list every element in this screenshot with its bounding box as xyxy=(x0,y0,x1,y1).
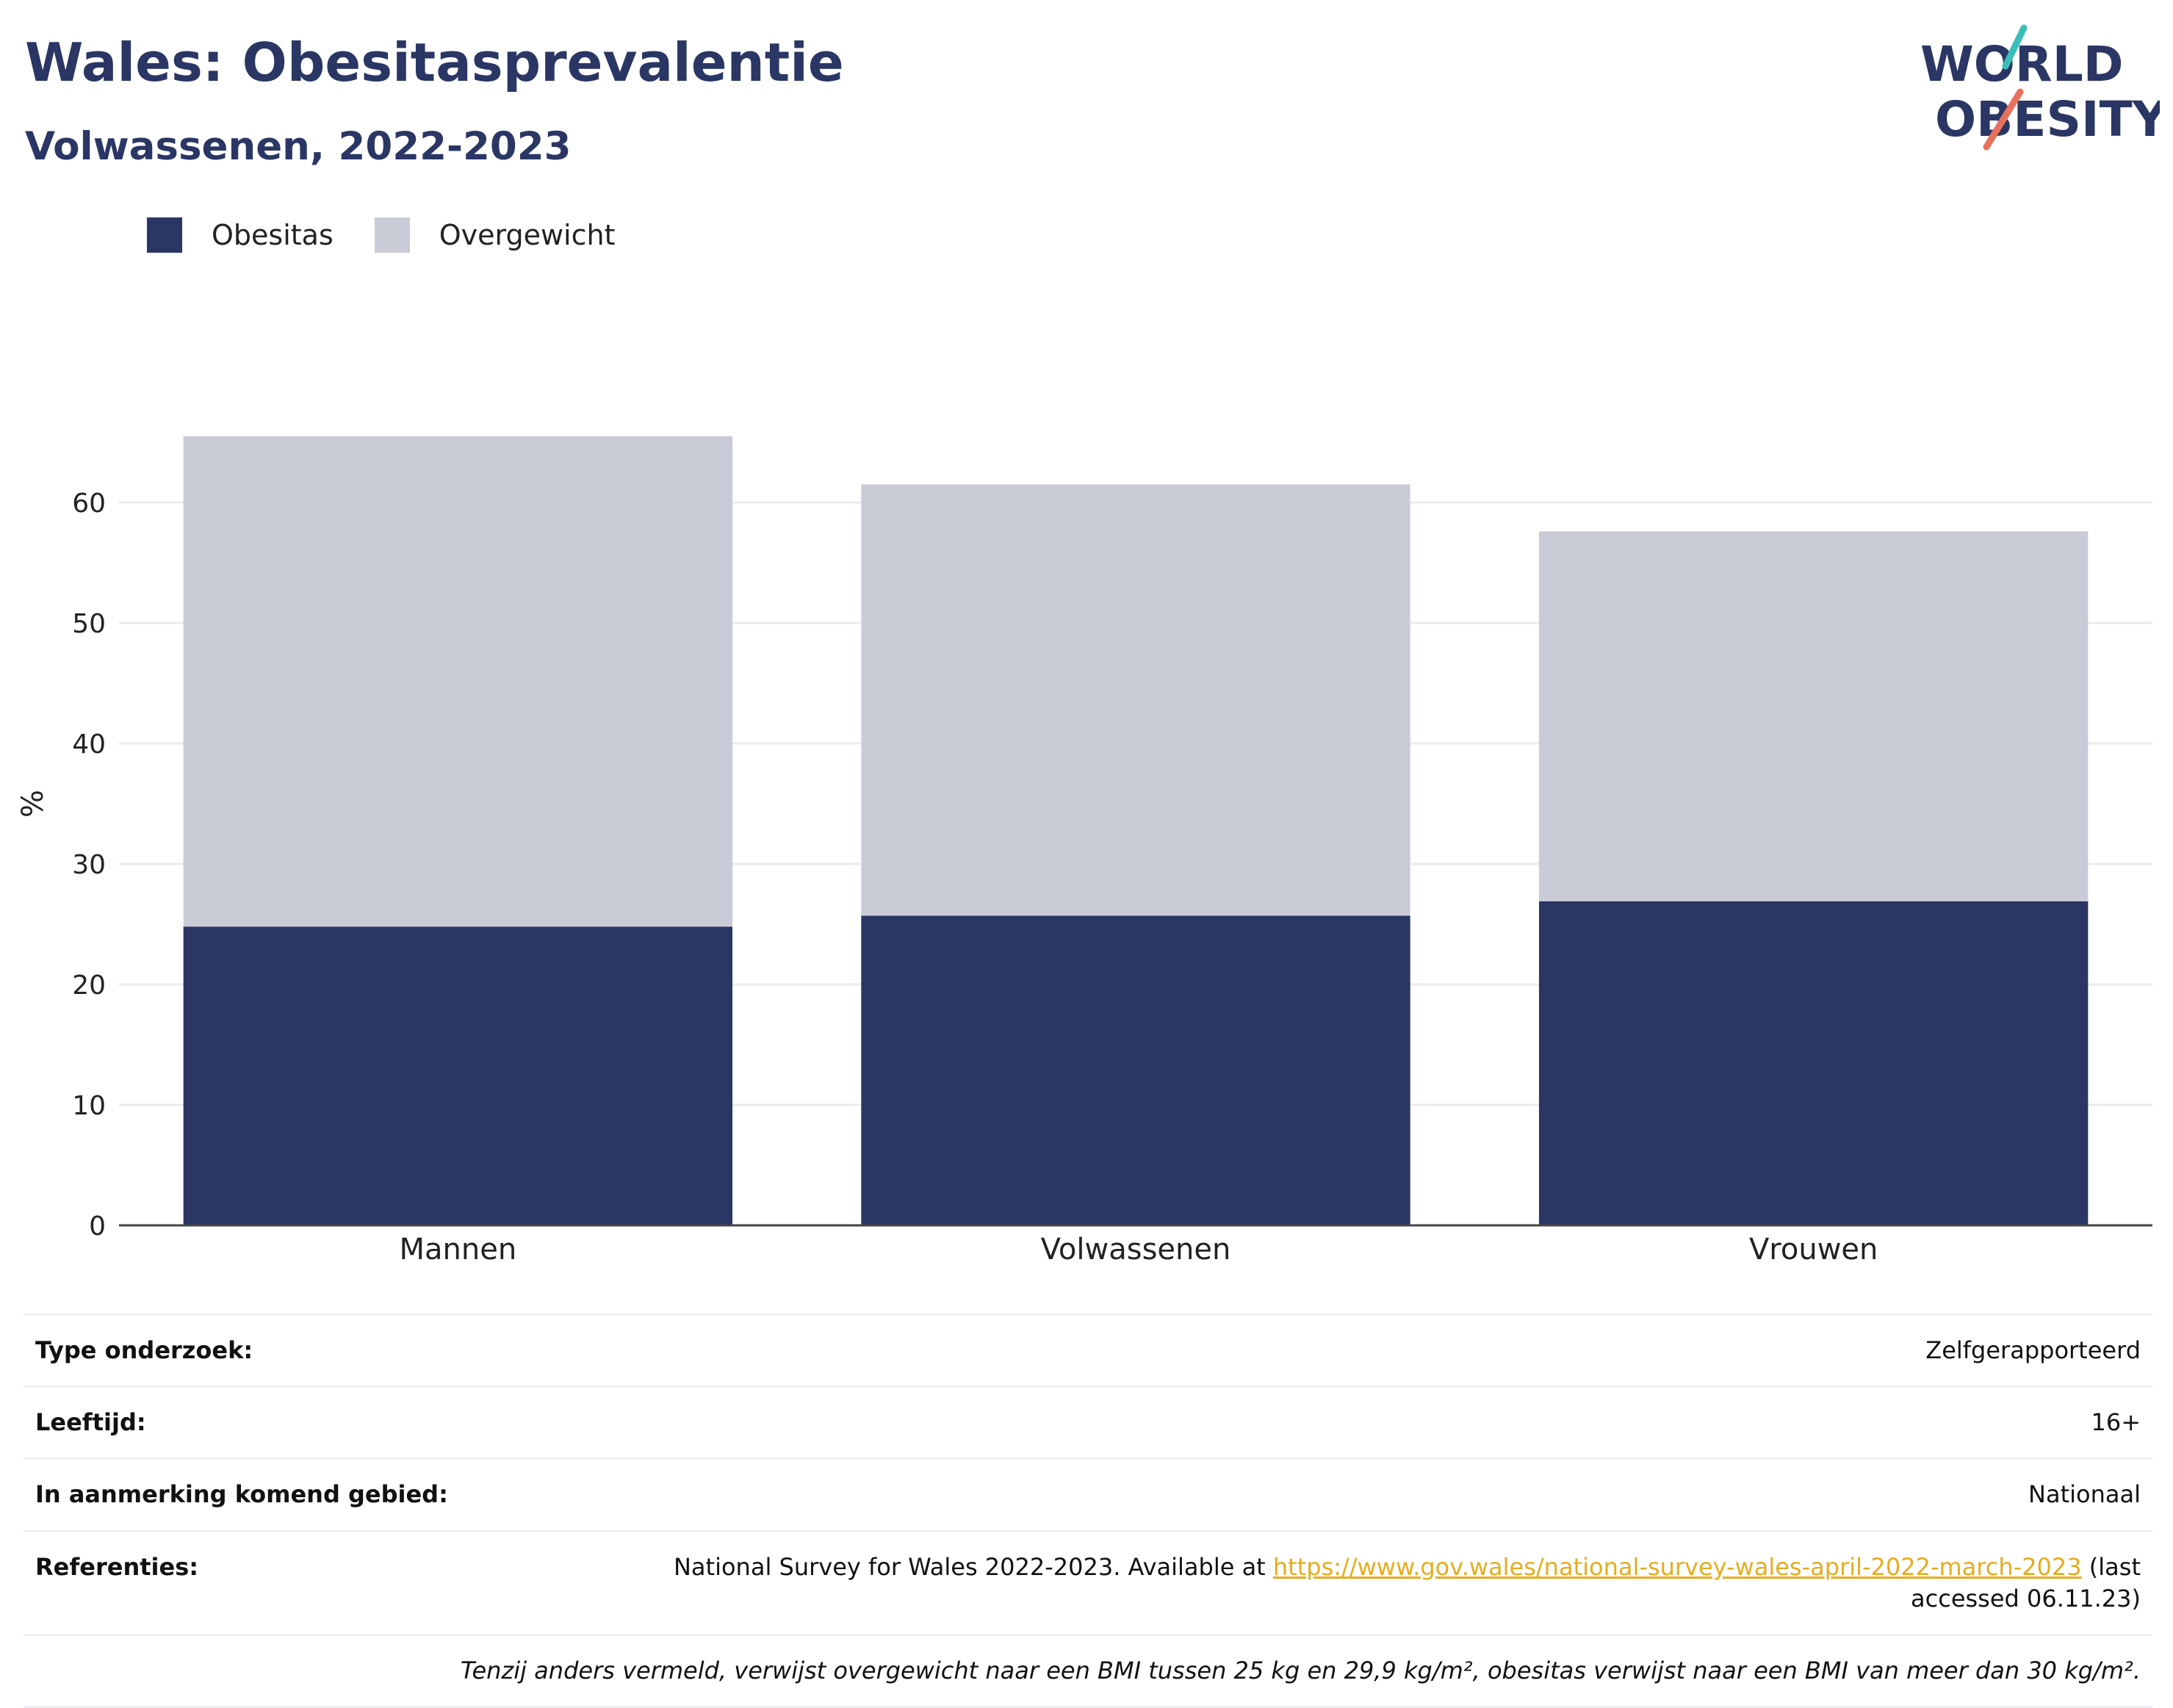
logo-text-obesity: OBESITY xyxy=(1935,91,2160,148)
world-obesity-logo: WORLD OBESITY xyxy=(1920,24,2160,151)
info-value-survey-type: Zelfgerapporteerd xyxy=(1925,1336,2141,1364)
definition-note: Tenzij anders vermeld, verwijst overgewi… xyxy=(460,1656,2141,1684)
legend-item-obesity[interactable]: Obesitas xyxy=(147,217,334,253)
bar-obesity-volwassenen xyxy=(861,915,1410,1225)
logo-slash-coral xyxy=(1983,88,2024,151)
chart-subtitle: Volwassenen, 2022-2023 xyxy=(25,124,572,169)
bar-obesity-mannen xyxy=(183,926,733,1225)
x-tick-label: Mannen xyxy=(399,1233,516,1266)
bar-obesity-vrouwen xyxy=(1538,901,2089,1225)
chart-title: Wales: Obesitasprevalentie xyxy=(25,32,844,93)
info-label-survey-type: Type onderzoek: xyxy=(35,1336,253,1364)
x-tick-label: Vrouwen xyxy=(1749,1233,1878,1266)
legend-swatch-overweight xyxy=(374,217,410,253)
legend-label-overweight: Overgewicht xyxy=(439,219,616,251)
legend-item-overweight[interactable]: Overgewicht xyxy=(374,217,616,253)
info-label-area: In aanmerking komend gebied: xyxy=(35,1480,448,1509)
logo-slash-teal xyxy=(2002,24,2028,70)
bar-overweight-vrouwen xyxy=(1538,531,2089,901)
info-row-references: Referenties: National Survey for Wales 2… xyxy=(24,1531,2152,1635)
info-table: Type onderzoek: Zelfgerapporteerd Leefti… xyxy=(24,1314,2152,1708)
info-value-references: National Survey for Wales 2022-2023. Ava… xyxy=(561,1531,2152,1635)
info-row-age: Leeftijd: 16+ xyxy=(24,1386,2152,1459)
bar-chart: 0 10 20 30 40 50 60% Mannen Volwassenen Vrouwen xyxy=(16,436,2152,1266)
y-tick-label: 20 xyxy=(72,970,106,1001)
y-tick-label: 30 xyxy=(72,850,106,880)
info-value-age: 16+ xyxy=(2091,1408,2141,1437)
y-tick-label: 40 xyxy=(72,729,106,760)
info-row-note: Tenzij anders vermeld, verwijst overgewi… xyxy=(24,1635,2152,1707)
info-value-area: Nationaal xyxy=(2028,1480,2141,1509)
bar-overweight-mannen xyxy=(183,436,733,927)
legend-label-obesity: Obesitas xyxy=(212,219,334,251)
info-label-age: Leeftijd: xyxy=(35,1408,146,1437)
legend-swatch-obesity xyxy=(147,217,182,253)
y-tick-label: 60 xyxy=(72,489,106,519)
y-tick-label: 10 xyxy=(72,1091,106,1121)
y-tick-label: 50 xyxy=(72,609,106,639)
x-tick-label: Volwassenen xyxy=(1041,1233,1231,1266)
info-label-references: Referenties: xyxy=(35,1552,199,1581)
info-row-area: In aanmerking komend gebied: Nationaal xyxy=(24,1458,2152,1531)
logo-text-world: WORLD xyxy=(1920,36,2124,93)
chart-legend: Obesitas Overgewicht xyxy=(147,217,657,253)
bar-overweight-volwassenen xyxy=(861,484,1410,916)
y-axis-label: % xyxy=(16,790,50,818)
reference-text: National Survey for Wales 2022-2023. Ava… xyxy=(673,1552,1273,1581)
y-tick-label: 0 xyxy=(89,1211,106,1242)
info-row-survey-type: Type onderzoek: Zelfgerapporteerd xyxy=(24,1314,2152,1387)
reference-link[interactable]: https://www.gov.wales/national-survey-wa… xyxy=(1272,1552,2082,1581)
reference-access-date: (last accessed 06.11.23) xyxy=(1911,1552,2141,1612)
